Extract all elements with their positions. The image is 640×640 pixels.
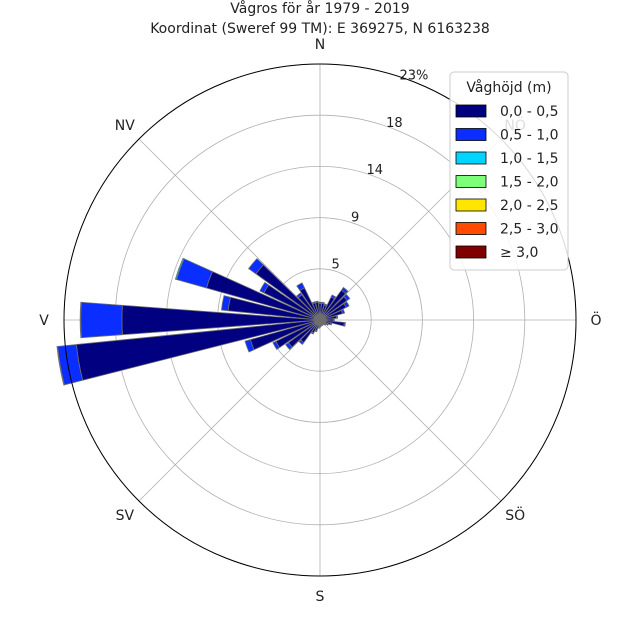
bar-dir-130-bin-1 — [324, 323, 327, 326]
legend-label-5: 2,5 - 3,0 — [500, 222, 558, 238]
bar-dir-350-bin-1 — [314, 300, 319, 304]
bar-dir-220-bin-1 — [298, 339, 305, 345]
bar-dir-110-bin-1 — [329, 322, 333, 326]
legend-swatch-5 — [455, 222, 487, 235]
bar-dir-120-bin-1 — [326, 323, 330, 326]
direction-label-2: Ö — [590, 311, 601, 329]
legend-swatch-4 — [455, 198, 487, 212]
direction-label-6: V — [39, 313, 49, 329]
bar-dir-10-bin-1 — [321, 301, 325, 305]
legend-swatch-0 — [455, 104, 487, 118]
ring-label-2: 14 — [367, 163, 384, 178]
bar-dir-20-bin-1 — [323, 303, 328, 307]
direction-label-0: N — [315, 37, 325, 53]
bar-dir-140-bin-1 — [322, 323, 325, 326]
rose-bars — [56, 257, 351, 386]
bar-dir-260-bin-2 — [56, 345, 65, 386]
bar-dir-60-bin-1 — [343, 301, 350, 308]
legend-label-2: 1,0 - 1,5 — [500, 151, 558, 167]
legend-swatch-1 — [455, 128, 487, 141]
bar-dir-0-bin-1 — [318, 301, 322, 304]
bar-dir-290-bin-2 — [174, 257, 185, 281]
bar-dir-270-bin-1 — [80, 301, 123, 339]
bar-dir-230-bin-1 — [285, 342, 293, 351]
grid-spoke-5 — [138, 319, 321, 502]
grid-spoke-7 — [138, 138, 321, 321]
ring-label-3: 18 — [386, 116, 403, 131]
bar-dir-50-bin-1 — [343, 293, 351, 302]
bar-dir-90-bin-1 — [332, 318, 335, 322]
legend-frame — [449, 71, 569, 271]
bar-dir-310-bin-1 — [248, 258, 264, 275]
legend-label-3: 1,5 - 2,0 — [500, 175, 558, 191]
bar-dir-320-bin-1 — [296, 292, 303, 299]
legend-swatch-3 — [455, 175, 487, 188]
bar-dir-30-bin-1 — [330, 294, 337, 300]
bar-dir-70-bin-1 — [340, 308, 346, 315]
direction-label-5: SV — [116, 508, 135, 524]
bar-dir-250-bin-1 — [244, 339, 255, 353]
bar-dir-240-bin-1 — [272, 340, 281, 350]
legend-items: 0,0 - 0,5 0,5 - 1,0 1,0 - 1,5 1,5 - 2,0 2,0 … — [455, 104, 558, 261]
bar-dir-80-bin-1 — [335, 315, 339, 319]
direction-label-3: SÖ — [505, 506, 525, 524]
legend-label-6: ≥ 3,0 — [500, 245, 538, 261]
legend-label-4: 2,0 - 2,5 — [500, 198, 558, 214]
outer-frame — [63, 63, 577, 577]
bar-dir-270-bin-2 — [79, 301, 82, 339]
direction-label-4: S — [316, 589, 325, 605]
bar-dir-280-bin-1 — [220, 295, 231, 312]
chart-subtitle: Koordinat (Sweref 99 TM): E 369275, N 61… — [150, 21, 490, 37]
chart-title: Vågros för år 1979 - 2019 — [230, 0, 409, 17]
bar-dir-100-bin-1 — [343, 322, 346, 327]
legend-title: Våghöjd (m) — [466, 79, 551, 96]
bar-dir-300-bin-1 — [259, 281, 270, 294]
legend-label-1: 0,5 - 1,0 — [500, 128, 558, 144]
legend-swatch-2 — [455, 151, 487, 165]
ring-label-0: 5 — [331, 258, 339, 273]
legend: Våghöjd (m) 0,0 - 0,5 0,5 - 1,0 1,0 - 1,5 1… — [449, 71, 569, 271]
direction-label-7: NV — [115, 118, 135, 134]
legend-swatch-6 — [455, 245, 487, 259]
bar-dir-330-bin-1 — [296, 282, 306, 292]
bar-dir-40-bin-1 — [340, 286, 349, 295]
ring-label-4: 23% — [400, 68, 429, 83]
ring-label-1: 9 — [351, 210, 359, 225]
bar-dir-340-bin-1 — [311, 301, 316, 305]
grid-spoke-3 — [319, 319, 502, 502]
legend-label-0: 0,0 - 0,5 — [500, 104, 558, 120]
bar-dir-210-bin-1 — [310, 331, 315, 335]
ring-labels: 5 9 14 18 23% — [331, 68, 428, 272]
